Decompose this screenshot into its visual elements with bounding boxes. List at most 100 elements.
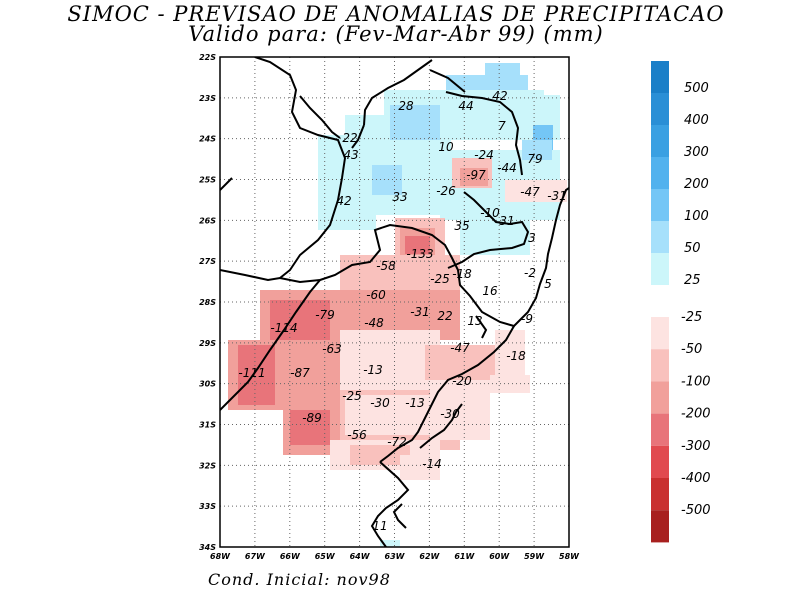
anomaly-value-label: -31 (547, 189, 567, 203)
colorbar-label: 50 (684, 241, 701, 256)
colorbar: 500 400 300 200 100 50 25 -25 -50 -100 -200 -300 -40… (651, 61, 711, 543)
lat-tick-label: 32S (199, 461, 216, 470)
anomaly-value-label: -30 (370, 396, 390, 410)
anomaly-value-label: -9 (521, 312, 533, 326)
anomaly-value-label: 31 (499, 214, 514, 228)
initial-condition-label: Cond. Inicial: nov98 (208, 570, 391, 589)
anomaly-value-label: 35 (454, 219, 469, 233)
anomaly-value-label: -56 (347, 428, 367, 442)
anomaly-value-label: -72 (387, 435, 407, 449)
lat-tick-label: 28S (199, 298, 216, 307)
lat-tick-label: 24S (199, 135, 216, 144)
anomaly-value-label: 22 (437, 309, 452, 323)
map-subtitle: Valido para: (Fev-Mar-Abr 99) (mm) (188, 22, 604, 46)
anomaly-value-label: 79 (527, 152, 542, 166)
lon-tick-label: 65W (315, 552, 336, 561)
lon-tick-label: 60W (489, 552, 510, 561)
colorbar-label: -100 (681, 374, 711, 389)
colorbar-label: -200 (681, 407, 711, 422)
colorbar-swatch (651, 157, 669, 189)
colorbar-swatch (651, 253, 669, 285)
anomaly-value-label: 22 (342, 131, 357, 145)
anomaly-value-label: 7 (498, 119, 506, 133)
anomaly-value-label: -20 (452, 374, 472, 388)
colorbar-swatch (651, 125, 669, 157)
colorbar-swatch (651, 445, 669, 478)
anomaly-value-label: -2 (524, 266, 536, 280)
lon-tick-label: 58W (559, 552, 580, 561)
lon-tick-label: 62W (419, 552, 440, 561)
lon-tick-label: 66W (280, 552, 301, 561)
colorbar-label: 300 (684, 145, 709, 160)
lon-tick-label: 61W (454, 552, 475, 561)
colorbar-label: -500 (681, 503, 711, 518)
anomaly-value-label: 3 (528, 231, 536, 245)
colorbar-label: -300 (681, 439, 711, 454)
anomaly-value-label: 16 (482, 284, 498, 298)
value-labels: 28 44 42 7 22 43 10 -24 79 -44 -97 33 -26 -47 -31 42 -10… (238, 89, 566, 533)
anomaly-value-label: -25 (430, 272, 450, 286)
anomaly-value-label: -111 (238, 366, 265, 380)
lon-tick-label: 59W (524, 552, 545, 561)
anomaly-value-label: -89 (302, 411, 322, 425)
lat-tick-label: 27S (199, 257, 216, 266)
anomaly-value-label: -79 (315, 308, 335, 322)
colorbar-label: 200 (684, 177, 709, 192)
lat-tick-label: 23S (199, 94, 216, 103)
anomaly-value-label: 10 (438, 140, 454, 154)
anomaly-value-label: -18 (452, 267, 472, 281)
anomaly-value-label: -30 (440, 407, 460, 421)
anomaly-value-label: -63 (322, 342, 342, 356)
lat-tick-label: 31S (199, 421, 216, 430)
anomaly-value-label: -24 (474, 148, 494, 162)
anomaly-value-label: 43 (343, 148, 358, 162)
anomaly-value-label: 28 (398, 99, 414, 113)
anomaly-value-label: -47 (520, 185, 540, 199)
anomaly-value-label: -31 (410, 305, 430, 319)
anomaly-value-label: -10 (480, 206, 500, 220)
anomaly-value-label: -97 (466, 168, 486, 182)
lon-tick-label: 63W (385, 552, 406, 561)
anomaly-value-label: 13 (467, 314, 482, 328)
lat-tick-label: 33S (199, 502, 216, 511)
anomaly-value-label: -48 (364, 316, 384, 330)
lat-tick-label: 29S (199, 339, 216, 348)
colorbar-label: 25 (684, 273, 701, 288)
anomaly-value-label: -44 (497, 161, 517, 175)
anomaly-value-label: 42 (336, 194, 351, 208)
anomaly-value-label: 11 (372, 519, 387, 533)
anomaly-value-label: -87 (290, 366, 310, 380)
map-title: SIMOC - PREVISAO DE ANOMALIAS DE PRECIPI… (67, 2, 725, 26)
colorbar-swatch (651, 478, 669, 511)
colorbar-swatch (651, 61, 669, 93)
colorbar-label: 400 (684, 113, 709, 128)
lat-tick-label: 26S (199, 216, 216, 225)
anomaly-value-label: -18 (506, 349, 526, 363)
anomaly-value-label: -133 (406, 247, 433, 261)
lat-tick-label: 30S (199, 380, 216, 389)
colorbar-swatch (651, 349, 669, 382)
latitude-labels: 22S 23S 24S 25S 26S 27S 28S 29S 30S 31S 32S 33S 34S (199, 53, 216, 552)
anomaly-value-label: -47 (450, 341, 470, 355)
lat-tick-label: 22S (199, 53, 216, 62)
anomaly-value-label: -60 (366, 288, 386, 302)
anomaly-value-label: 44 (458, 99, 473, 113)
colorbar-swatch (651, 381, 669, 414)
colorbar-swatch (651, 93, 669, 125)
anomaly-value-label: -13 (405, 396, 425, 410)
anomaly-value-label: -58 (376, 259, 396, 273)
lat-tick-label: 34S (199, 543, 216, 552)
country-borders (220, 57, 569, 547)
colorbar-label: 500 (684, 81, 709, 96)
colorbar-swatch (651, 221, 669, 253)
anomaly-value-label: 42 (492, 89, 507, 103)
lat-tick-label: 25S (199, 176, 216, 185)
anomaly-value-label: -25 (342, 389, 362, 403)
anomaly-value-label: 33 (392, 190, 407, 204)
lon-tick-label: 68W (210, 552, 231, 561)
colorbar-swatch (651, 317, 669, 350)
colorbar-swatch (651, 189, 669, 221)
colorbar-swatch (651, 510, 669, 543)
colorbar-label: -50 (681, 342, 702, 357)
colorbar-label: -25 (681, 310, 702, 325)
